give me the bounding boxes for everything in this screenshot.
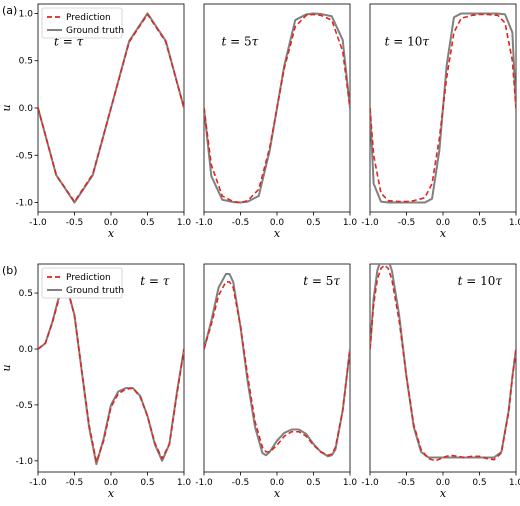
x-tick-label: 1.0 — [177, 478, 192, 488]
prediction-line — [204, 281, 350, 457]
x-tick-label: 0.0 — [270, 218, 285, 228]
x-tick-label: 1.0 — [509, 478, 520, 488]
x-tick-label: 0.5 — [140, 478, 154, 488]
x-tick-label: -0.5 — [232, 218, 250, 228]
x-tick-label: -0.5 — [398, 478, 416, 488]
x-tick-label: 0.5 — [306, 218, 320, 228]
prediction-line — [370, 264, 516, 462]
x-tick-label: 0.0 — [104, 478, 119, 488]
x-tick-label: 0.5 — [306, 478, 320, 488]
ground-truth-line — [370, 264, 516, 459]
x-tick-label: -1.0 — [29, 218, 47, 228]
x-tick-label: -0.5 — [398, 218, 416, 228]
x-tick-label: -0.5 — [232, 478, 250, 488]
x-tick-label: 1.0 — [343, 218, 358, 228]
prediction-line — [38, 287, 184, 463]
y-tick-label: 0.0 — [19, 345, 34, 355]
y-tick-label: 0.0 — [19, 104, 34, 114]
x-axis-label: x — [440, 487, 447, 500]
row-label-a: (a) — [2, 4, 17, 17]
prediction-line — [370, 13, 516, 203]
panel-2: -1.0 -0.5 0.0 0.5 1.0 x t = 5τ — [195, 3, 358, 240]
x-tick-label: 0.0 — [436, 478, 451, 488]
y-tick-label: -1.0 — [15, 457, 33, 467]
x-tick-label: 0.0 — [270, 478, 285, 488]
legend-prediction-label: Prediction — [66, 13, 111, 23]
panel-4: -1.0 -0.5 0.0 0.5 1.0 -1.0 -0.5 0.0 0.5 x u t = τ Pr… — [0, 263, 192, 500]
x-axis-label: x — [108, 227, 115, 240]
time-annotation: t = 10τ — [385, 35, 430, 49]
x-tick-label: 0.0 — [436, 218, 451, 228]
x-tick-label: -1.0 — [361, 478, 379, 488]
x-tick-label: -1.0 — [29, 478, 47, 488]
x-axis-label: x — [274, 227, 281, 240]
x-tick-label: 0.5 — [472, 218, 486, 228]
prediction-line — [204, 13, 350, 204]
time-annotation: t = 10τ — [458, 274, 503, 288]
x-tick-label: 1.0 — [177, 218, 192, 228]
time-annotation: t = 5τ — [222, 35, 259, 49]
x-axis-label: x — [108, 487, 115, 500]
x-tick-label: -1.0 — [195, 478, 213, 488]
y-tick-label: 0.5 — [19, 289, 33, 299]
ground-truth-line — [38, 286, 184, 466]
prediction-line — [38, 13, 184, 203]
x-tick-label: 1.0 — [509, 218, 520, 228]
y-axis-label: u — [0, 104, 13, 111]
legend-ground-truth-label: Ground truth — [66, 26, 124, 36]
x-tick-label: -0.5 — [66, 218, 84, 228]
panel-6: -1.0 -0.5 0.0 0.5 1.0 x t = 10τ — [361, 263, 520, 500]
legend: Prediction Ground truth — [41, 267, 124, 299]
y-tick-label: 1.0 — [19, 9, 34, 19]
time-annotation: t = τ — [140, 274, 170, 288]
y-tick-label: -0.5 — [15, 401, 33, 411]
legend-ground-truth-label: Ground truth — [66, 286, 124, 296]
x-tick-label: -0.5 — [66, 478, 84, 488]
y-axis-label: u — [0, 364, 13, 371]
ground-truth-line — [204, 273, 350, 458]
x-tick-label: 0.5 — [140, 218, 154, 228]
x-tick-label: 0.5 — [472, 478, 486, 488]
legend: Prediction Ground truth — [41, 7, 124, 39]
legend-prediction-label: Prediction — [66, 273, 111, 283]
y-tick-label: -0.5 — [15, 151, 33, 161]
x-axis-label: x — [440, 227, 447, 240]
x-tick-label: -1.0 — [195, 218, 213, 228]
time-annotation: t = 5τ — [303, 274, 340, 288]
row-label-b: (b) — [2, 264, 18, 277]
x-axis-label: x — [274, 487, 281, 500]
x-tick-label: 0.0 — [104, 218, 119, 228]
x-tick-label: -1.0 — [361, 218, 379, 228]
panel-3: -1.0 -0.5 0.0 0.5 1.0 x t = 10τ — [361, 3, 520, 240]
panel-5: -1.0 -0.5 0.0 0.5 1.0 x t = 5τ — [195, 263, 358, 500]
y-tick-label: 0.5 — [19, 57, 33, 67]
axes-frame — [369, 263, 517, 473]
y-tick-label: -1.0 — [15, 199, 33, 209]
x-tick-label: 1.0 — [343, 478, 358, 488]
